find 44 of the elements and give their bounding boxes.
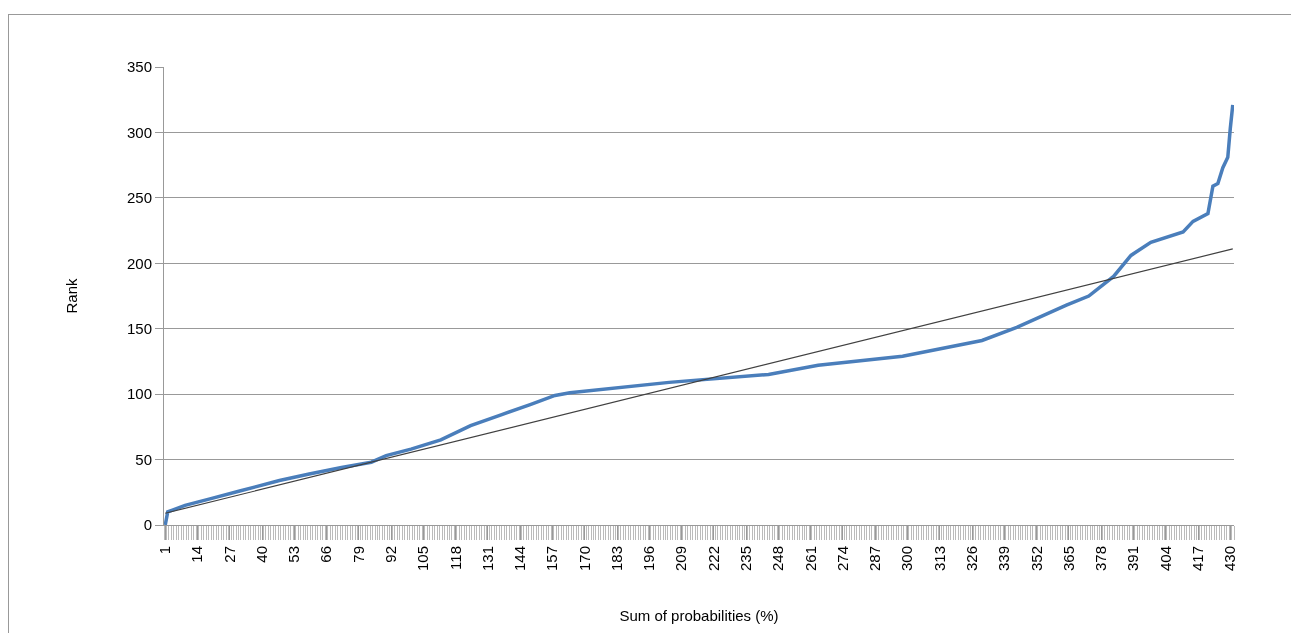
x-tick-label: 27	[220, 546, 238, 563]
x-tick-label: 79	[349, 546, 367, 563]
x-tick-label: 391	[1124, 546, 1142, 572]
x-tick-label: 1	[156, 546, 174, 555]
y-tick-label: 300	[126, 123, 152, 141]
y-tick-label: 150	[126, 319, 152, 337]
x-tick-label: 66	[317, 546, 335, 563]
x-tick-label: 105	[414, 546, 432, 572]
x-tick-label: 235	[737, 546, 755, 572]
x-tick-label: 352	[1027, 546, 1045, 572]
x-tick-label: 287	[866, 546, 884, 572]
x-tick-label: 417	[1188, 546, 1206, 572]
x-tick-label: 118	[446, 546, 464, 570]
x-axis-title: Sum of probabilities (%)	[619, 607, 779, 625]
x-tick-label: 196	[640, 546, 658, 572]
y-tick-label: 250	[126, 189, 152, 207]
x-tick-label: 157	[543, 546, 561, 572]
x-tick-label: 131	[478, 546, 496, 572]
x-tick-label: 222	[704, 546, 722, 572]
x-tick-label: 92	[382, 546, 400, 563]
x-tick-label: 209	[672, 546, 690, 572]
x-tick-label: 248	[769, 546, 787, 572]
x-tick-label: 326	[962, 546, 980, 572]
y-tick-label: 350	[126, 58, 152, 76]
x-tick-label: 274	[833, 546, 851, 572]
y-tick-label: 200	[126, 254, 152, 272]
x-tick-label: 404	[1156, 546, 1174, 572]
x-tick-label: 339	[995, 546, 1013, 572]
x-tick-label: 14	[188, 546, 206, 563]
y-axis-title: Rank	[63, 278, 81, 314]
x-tick-label: 183	[607, 546, 625, 572]
x-tick-label: 378	[1092, 546, 1110, 572]
y-tick-label: 100	[126, 385, 152, 403]
x-tick-label: 313	[930, 546, 948, 572]
x-tick-label: 261	[801, 546, 819, 572]
x-tick-label: 430	[1221, 546, 1239, 572]
x-tick-label: 53	[285, 546, 303, 563]
y-tick-label: 0	[143, 516, 152, 534]
x-tick-label: 170	[575, 546, 593, 572]
x-tick-label: 40	[252, 546, 270, 563]
x-tick-label: 144	[511, 546, 529, 572]
y-tick-label: 50	[135, 450, 152, 468]
x-tick-label: 365	[1059, 546, 1077, 572]
x-tick-label: 300	[898, 546, 916, 572]
